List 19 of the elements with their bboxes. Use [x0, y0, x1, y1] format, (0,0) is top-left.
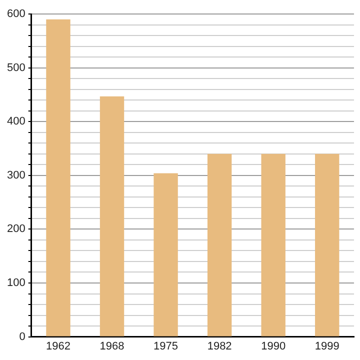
- x-tick-label: 1990: [261, 340, 286, 352]
- bar: [261, 154, 286, 336]
- bar: [154, 173, 178, 336]
- y-tick-label: 500: [6, 62, 26, 74]
- bar: [100, 96, 124, 336]
- y-tick-label: 400: [6, 116, 26, 128]
- bar: [46, 19, 70, 336]
- y-tick-label: 200: [6, 223, 26, 236]
- y-tick-label: 600: [6, 8, 26, 20]
- x-tick-label: 1975: [154, 340, 178, 352]
- x-tick-label: 1999: [314, 340, 340, 352]
- y-tick-label: 100: [6, 277, 26, 290]
- y-tick-label: 0: [19, 330, 26, 343]
- bar: [207, 154, 232, 336]
- x-tick-label: 1962: [46, 340, 70, 352]
- bar: [315, 154, 340, 336]
- x-tick-label: 1982: [207, 340, 232, 352]
- y-tick-label: 300: [6, 169, 26, 182]
- x-tick-label: 1968: [100, 340, 124, 352]
